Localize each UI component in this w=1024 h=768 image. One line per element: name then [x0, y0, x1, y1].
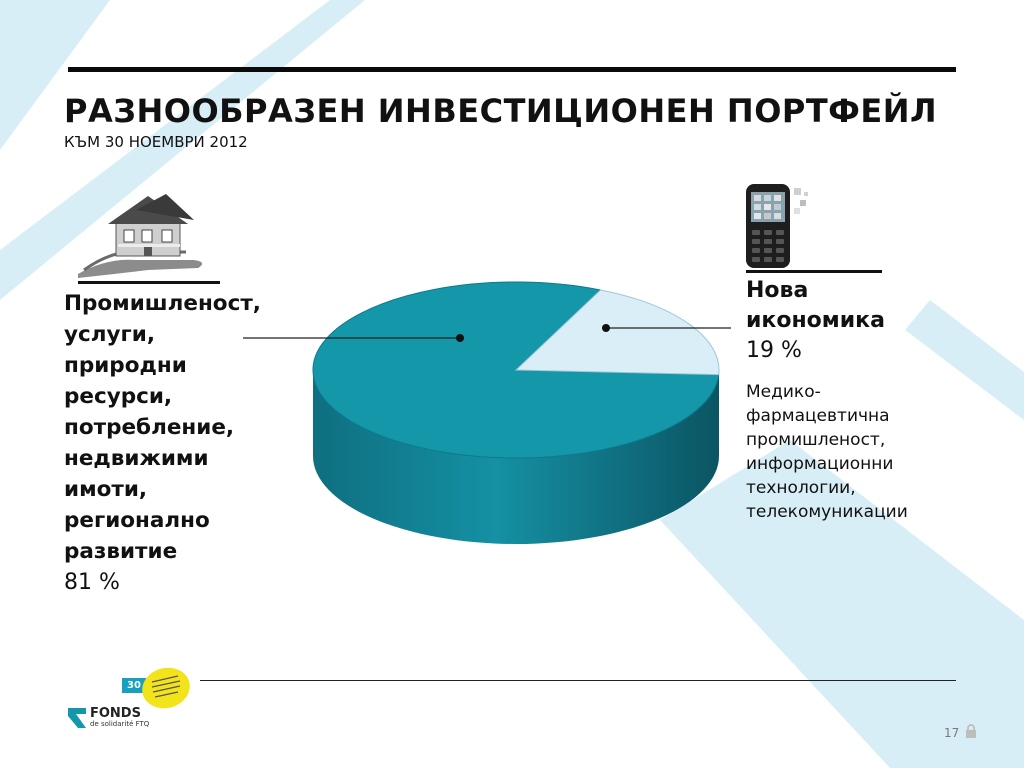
bottom-rule — [200, 680, 956, 681]
slide-title: РАЗНООБРАЗЕН ИНВЕСТИЦИОНЕН ПОРТФЕЙЛ — [64, 92, 938, 130]
right-description-line: технологии, — [746, 478, 856, 498]
right-description-line: фармацевтична — [746, 406, 890, 426]
anniversary-number: 30 — [122, 678, 146, 693]
fonds-logo-icon — [68, 708, 86, 728]
pie-chart — [312, 281, 720, 544]
right-label: Нова икономика 19 % — [746, 276, 885, 366]
right-description-line: промишленост, — [746, 430, 886, 450]
mobile-phone-icon — [746, 184, 808, 268]
left-label-line: регионално — [64, 508, 210, 533]
fonds-logo-name: FONDS — [90, 706, 141, 721]
pie-slice-new-economy — [514, 289, 720, 376]
right-description-line: телекомуникации — [746, 502, 908, 522]
left-label: Промишленост, услуги, природни ресурси, … — [64, 288, 261, 598]
left-label-line: потребление, — [64, 415, 235, 440]
anniversary-badge-icon — [142, 667, 190, 709]
right-label-rule — [746, 270, 882, 273]
right-description-line: Медико- — [746, 382, 821, 402]
left-percent: 81 % — [64, 570, 120, 595]
left-label-line: ресурси, — [64, 384, 173, 409]
fonds-logo-subtitle: de solidarité FTQ — [90, 720, 150, 728]
right-label-line: Нова — [746, 278, 809, 303]
left-label-line: услуги, — [64, 322, 155, 347]
house-in-hand-icon — [78, 194, 203, 278]
pie-side — [313, 370, 719, 544]
right-label-line: икономика — [746, 308, 885, 333]
left-label-line: имоти, — [64, 477, 148, 502]
page-number: 17 — [944, 726, 960, 740]
right-percent: 19 % — [746, 338, 802, 363]
right-description-line: информационни — [746, 454, 894, 474]
right-description: Медико- фармацевтична промишленост, инфо… — [746, 380, 908, 524]
top-rule — [68, 67, 956, 72]
left-label-line: недвижими — [64, 446, 209, 471]
slide-subtitle: КЪМ 30 НОЕМВРИ 2012 — [64, 133, 248, 151]
left-label-line: развитие — [64, 539, 178, 564]
lock-icon — [966, 724, 976, 738]
left-label-line: природни — [64, 353, 187, 378]
left-label-line: Промишленост, — [64, 291, 261, 316]
left-label-rule — [78, 281, 220, 284]
